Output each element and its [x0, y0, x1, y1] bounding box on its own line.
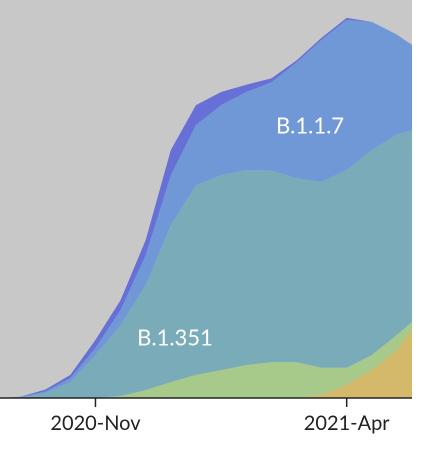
- area-label: B.1.1.7: [276, 112, 344, 139]
- area: [0, 19, 412, 399]
- x-tick-label: 2021-Apr: [304, 411, 391, 435]
- area: [0, 321, 412, 398]
- area: [0, 329, 412, 398]
- x-tick-label: 2020-Nov: [50, 411, 141, 435]
- area-label: B.1.351: [137, 324, 213, 351]
- area: [0, 130, 412, 398]
